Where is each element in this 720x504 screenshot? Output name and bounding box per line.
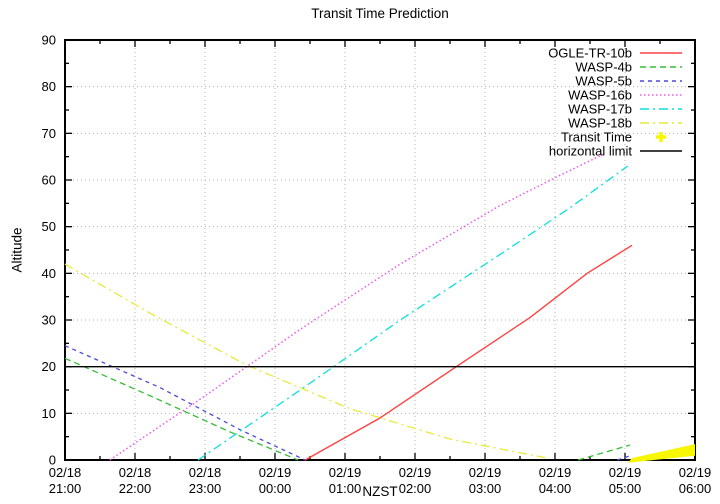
series-ogle-tr-10b-line <box>304 244 633 461</box>
y-tick-label: 60 <box>42 173 56 188</box>
x-tick-label-time: 23:00 <box>189 481 222 496</box>
legend-label-transit-time: Transit Time <box>561 130 632 145</box>
legend-label-wasp-4b: WASP-4b <box>575 60 632 75</box>
x-tick-label-time: 03:00 <box>469 481 502 496</box>
series-wasp-4b-line <box>64 357 299 461</box>
x-tick-label-time: 00:00 <box>259 481 292 496</box>
x-tick-label-time: 02:00 <box>399 481 432 496</box>
y-tick-label: 80 <box>42 79 56 94</box>
series-wasp-18b-line <box>64 263 546 459</box>
series-wasp-5b-line <box>64 345 306 461</box>
x-tick-label-date: 02/18 <box>119 465 152 480</box>
x-tick-label-date: 02/19 <box>609 465 642 480</box>
transit-time-band <box>627 444 695 463</box>
y-tick-label: 50 <box>42 219 56 234</box>
x-tick-label-date: 02/18 <box>49 465 82 480</box>
x-tick-label-date: 02/19 <box>539 465 572 480</box>
x-tick-label-time: 21:00 <box>49 481 82 496</box>
x-tick-label-time: 04:00 <box>539 481 572 496</box>
x-tick-label-time: 22:00 <box>119 481 152 496</box>
x-tick-label-date: 02/19 <box>679 465 712 480</box>
y-tick-label: 90 <box>42 33 56 48</box>
x-tick-label-time: 05:00 <box>609 481 642 496</box>
transit-time-marker-icon <box>656 132 666 142</box>
y-tick-label: 10 <box>42 406 56 421</box>
series-wasp-16b-line <box>109 153 604 461</box>
legend-label-wasp-16b: WASP-16b <box>568 88 632 103</box>
legend-label-wasp-5b: WASP-5b <box>575 74 632 89</box>
legend-label-ogle-tr-10b: OGLE-TR-10b <box>548 46 632 61</box>
series-wasp-4b-line <box>577 444 631 461</box>
legend-label-horizontal-limit: horizontal limit <box>549 144 632 159</box>
series-wasp-17b-line <box>197 165 629 461</box>
legend-label-wasp-17b: WASP-17b <box>568 102 632 117</box>
x-tick-label-date: 02/19 <box>259 465 292 480</box>
chart-title: Transit Time Prediction <box>311 6 449 21</box>
y-tick-label: 40 <box>42 266 56 281</box>
x-tick-label-time: 01:00 <box>329 481 362 496</box>
x-tick-label-date: 02/19 <box>399 465 432 480</box>
y-tick-label: 0 <box>49 453 56 468</box>
x-tick-label-time: 06:00 <box>679 481 712 496</box>
x-tick-label-date: 02/19 <box>469 465 502 480</box>
x-tick-label-date: 02/19 <box>329 465 362 480</box>
series-wasp-5b-line <box>617 455 631 461</box>
y-tick-label: 30 <box>42 313 56 328</box>
x-axis-label: NZST <box>362 484 398 499</box>
legend-label-wasp-18b: WASP-18b <box>568 116 632 131</box>
x-tick-label-date: 02/18 <box>189 465 222 480</box>
y-tick-label: 20 <box>42 359 56 374</box>
y-tick-label: 70 <box>42 126 56 141</box>
